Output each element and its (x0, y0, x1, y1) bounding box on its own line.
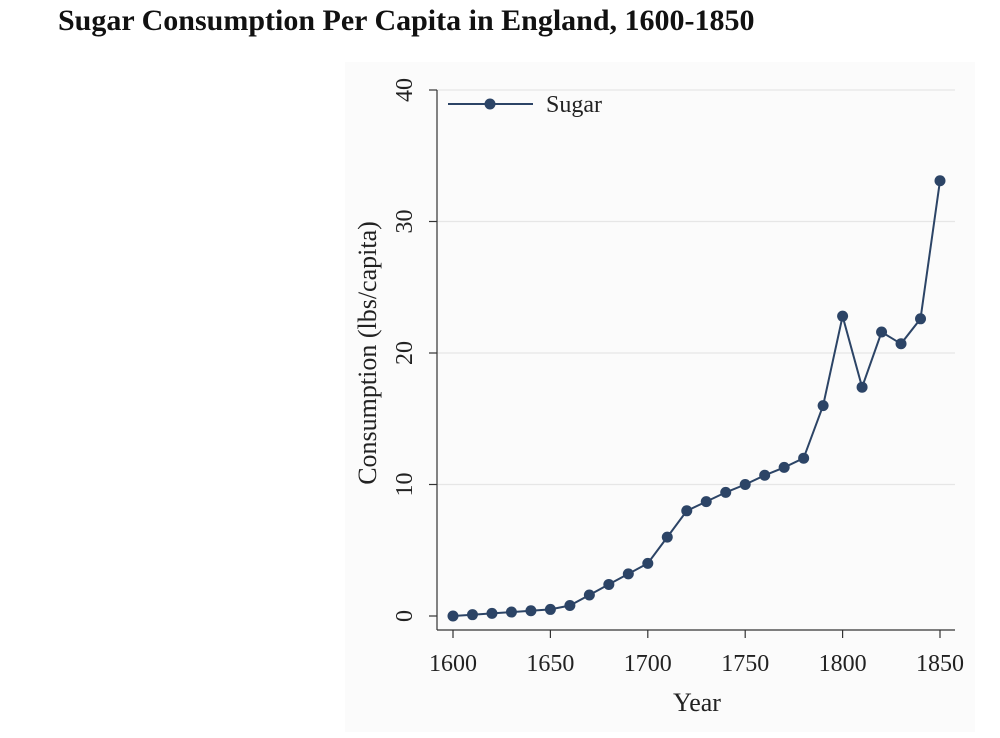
data-point-1630 (505, 606, 517, 618)
data-point-1700 (642, 557, 654, 569)
y-axis-title: Consumption (lbs/capita) (353, 221, 382, 485)
data-point-1730 (700, 496, 712, 508)
x-tick-label-1600: 1600 (429, 651, 477, 677)
data-point-1710 (661, 531, 673, 543)
data-point-1750 (739, 479, 751, 490)
data-point-1820 (876, 326, 888, 338)
data-point-1740 (720, 486, 732, 498)
page-title: Sugar Consumption Per Capita in England,… (58, 4, 755, 37)
data-point-1680 (603, 578, 615, 590)
legend-label-sugar: Sugar (546, 92, 602, 118)
x-tick-label-1750: 1750 (721, 651, 769, 677)
data-point-1660 (564, 599, 576, 611)
data-point-1770 (778, 461, 790, 473)
data-point-1620 (486, 607, 498, 619)
data-point-1780 (798, 452, 810, 464)
data-point-1670 (583, 589, 595, 601)
data-point-1600 (447, 610, 459, 622)
y-tick-label-40: 40 (392, 78, 418, 102)
data-point-1720 (681, 505, 693, 517)
x-axis-title: Year (673, 688, 721, 717)
legend-marker-sugar (484, 98, 496, 110)
y-tick-label-20: 20 (392, 341, 418, 365)
data-point-1850 (934, 175, 946, 187)
data-point-1640 (525, 605, 537, 617)
data-point-1790 (817, 400, 829, 412)
x-tick-label-1800: 1800 (819, 651, 867, 677)
data-point-1650 (544, 603, 556, 615)
y-tick-label-0: 0 (392, 610, 418, 622)
data-point-1810 (856, 381, 868, 393)
x-tick-label-1850: 1850 (916, 651, 964, 677)
y-tick-label-10: 10 (392, 473, 418, 497)
data-point-1690 (622, 568, 634, 580)
data-point-1830 (895, 338, 907, 350)
x-tick-label-1700: 1700 (624, 651, 672, 677)
data-point-1840 (915, 313, 927, 325)
data-point-1800 (837, 310, 849, 322)
data-point-1610 (466, 609, 478, 621)
series-line-sugar (452, 180, 941, 617)
x-tick-label-1650: 1650 (526, 651, 574, 677)
y-tick-label-30: 30 (392, 210, 418, 234)
data-point-1760 (759, 469, 771, 481)
